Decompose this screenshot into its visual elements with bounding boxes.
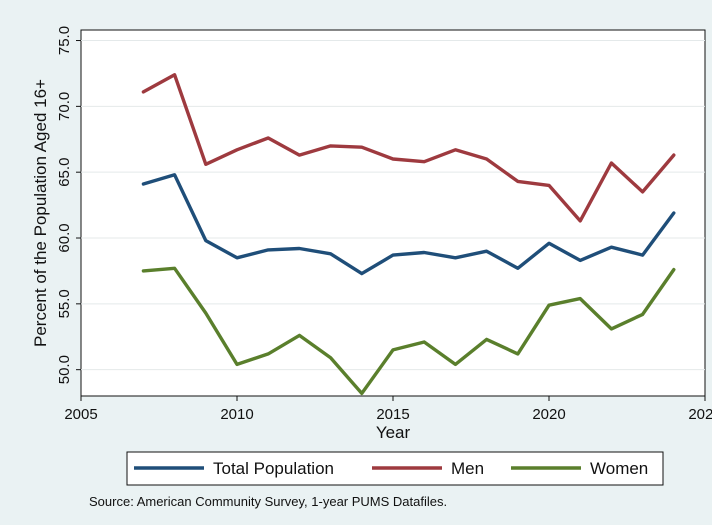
x-tick-label: 2005 xyxy=(64,406,97,423)
y-tick-label: 65.0 xyxy=(56,158,73,187)
x-tick-label: 2025 xyxy=(688,406,712,423)
x-tick-label: 2010 xyxy=(220,406,253,423)
legend-label: Total Population xyxy=(213,459,334,478)
source-note: Source: American Community Survey, 1-yea… xyxy=(89,494,447,509)
y-tick-label: 70.0 xyxy=(56,92,73,121)
y-tick-label: 75.0 xyxy=(56,26,73,55)
legend: Total Population Men Women xyxy=(126,451,664,486)
series-line-men xyxy=(141,73,676,223)
x-tick-label: 2015 xyxy=(376,406,409,423)
y-tick-label: 60.0 xyxy=(56,223,73,252)
x-axis-title: Year xyxy=(376,423,411,442)
y-axis-title: Percent of the Population Aged 16+ xyxy=(31,79,50,347)
series-line-total-population xyxy=(141,173,676,276)
series-line-women xyxy=(141,266,676,396)
legend-label: Women xyxy=(590,459,648,478)
axes: 50.0 55.0 60.0 65.0 70.0 75.0 2005 2010 2015 2020… xyxy=(56,26,712,423)
series-lines xyxy=(141,73,676,396)
legend-label: Men xyxy=(451,459,484,478)
plot-area xyxy=(80,29,706,397)
x-tick-label: 2020 xyxy=(532,406,565,423)
y-tick-label: 55.0 xyxy=(56,289,73,318)
y-tick-label: 50.0 xyxy=(56,355,73,384)
